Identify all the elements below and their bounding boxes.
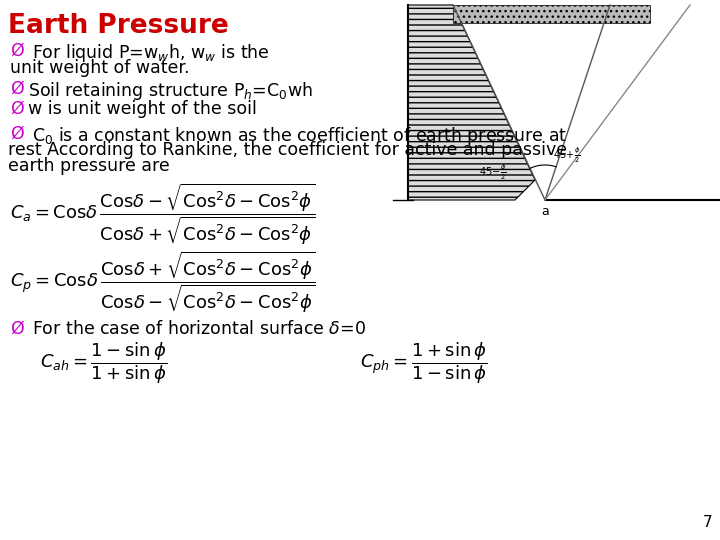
Text: Ø: Ø [10,42,24,60]
Text: rest According to Rankine, the coefficient for active and passive: rest According to Rankine, the coefficie… [8,141,567,159]
Text: $C_{ah} = \dfrac{1-\sin\phi}{1+\sin\phi}$: $C_{ah} = \dfrac{1-\sin\phi}{1+\sin\phi}… [40,340,167,386]
Polygon shape [408,5,535,200]
Text: unit weight of water.: unit weight of water. [10,59,189,77]
Text: 7: 7 [703,515,712,530]
Text: Soil retaining structure P$_h$=C$_0$wh: Soil retaining structure P$_h$=C$_0$wh [28,80,312,102]
Text: w is unit weight of the soil: w is unit weight of the soil [28,100,257,118]
Text: $C_p = \mathrm{Cos}\delta\,\dfrac{\mathrm{Cos}\delta + \sqrt{\mathrm{Cos}^2\delt: $C_p = \mathrm{Cos}\delta\,\dfrac{\mathr… [10,250,315,316]
Text: $45\!+\!\frac{\phi}{2}$: $45\!+\!\frac{\phi}{2}$ [553,145,581,165]
Text: For the case of horizontal surface $\delta$=0: For the case of horizontal surface $\del… [32,320,366,338]
Text: Ø: Ø [10,320,24,338]
Polygon shape [453,5,650,23]
Text: Earth Pressure: Earth Pressure [8,13,229,39]
Text: a: a [541,205,549,218]
Text: $C_{ph} = \dfrac{1+\sin\phi}{1-\sin\phi}$: $C_{ph} = \dfrac{1+\sin\phi}{1-\sin\phi}… [360,340,487,386]
Text: Ø: Ø [10,80,24,98]
Text: $C_a = \mathrm{Cos}\delta\,\dfrac{\mathrm{Cos}\delta - \sqrt{\mathrm{Cos}^2\delt: $C_a = \mathrm{Cos}\delta\,\dfrac{\mathr… [10,182,315,248]
Text: $45\!-\!\frac{\phi}{2}$: $45\!-\!\frac{\phi}{2}$ [480,162,507,182]
Text: C$_0$ is a constant known as the coefficient of earth pressure at: C$_0$ is a constant known as the coeffic… [32,125,567,147]
Text: Ø: Ø [10,100,24,118]
Text: earth pressure are: earth pressure are [8,157,170,175]
Text: For liquid P=w$_w$h, w$_w$ is the: For liquid P=w$_w$h, w$_w$ is the [32,42,270,64]
Text: Ø: Ø [10,125,24,143]
